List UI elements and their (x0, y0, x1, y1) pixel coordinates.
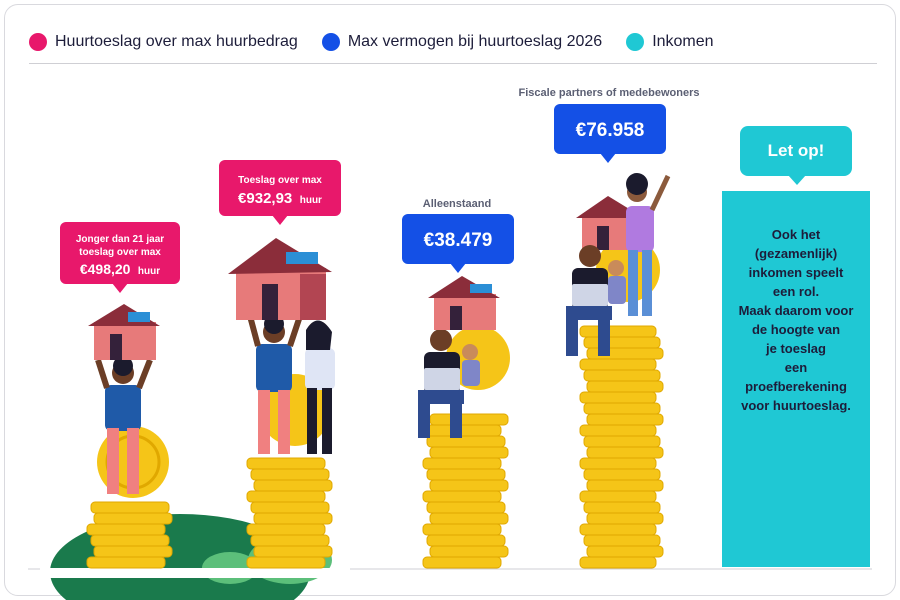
coin (429, 545, 509, 558)
coin (579, 490, 657, 503)
coin-stack-2 (246, 457, 333, 569)
coin (250, 501, 330, 514)
coin (93, 512, 173, 525)
coin (246, 556, 326, 569)
person-young (88, 304, 169, 498)
coin (586, 545, 664, 558)
note-title-bubble: Let op! (740, 126, 852, 176)
coin (246, 457, 326, 470)
coin (429, 512, 509, 525)
house-icon (88, 304, 160, 360)
callout-partners: Fiscale partners of medebewoners €76.958 (519, 87, 700, 163)
coin (583, 435, 661, 448)
coin (583, 468, 661, 481)
callout-partners-label: Fiscale partners of medebewoners (519, 87, 700, 99)
callout-young-unit: huur (138, 266, 160, 277)
note-title-tail (788, 175, 806, 185)
coin (86, 523, 166, 536)
callout-single-amount: €38.479 (424, 230, 493, 251)
coin (579, 358, 657, 371)
legend-label-huurtoeslag: Huurtoeslag over max huurbedrag (55, 33, 298, 50)
coin (579, 391, 657, 404)
coin (579, 325, 657, 338)
coin (586, 446, 664, 459)
coin (86, 556, 166, 569)
coin (426, 435, 506, 448)
legend-label-inkomen: Inkomen (652, 33, 714, 50)
coin (586, 413, 664, 426)
legend-item-huurtoeslag: Huurtoeslag over max huurbedrag (29, 33, 298, 51)
callout-young-amount: €498,20 (80, 261, 131, 277)
coin (250, 468, 330, 481)
callout-single-label: Alleenstaand (423, 198, 491, 210)
coin (579, 424, 657, 437)
note-text: Ook het (gezamenlijk) inkomen speelt een… (738, 227, 854, 413)
coin (90, 534, 170, 547)
house-icon (228, 238, 332, 320)
coin (93, 545, 173, 558)
coin (246, 523, 326, 536)
coin (422, 457, 502, 470)
callout-adult-line1: Toeslag over max (238, 175, 322, 186)
laptop-icon (572, 284, 608, 306)
coin (579, 457, 657, 470)
callout-young-value: €498,20 huur (80, 261, 160, 278)
coin (422, 556, 502, 569)
coin (250, 534, 330, 547)
persons-adult (228, 238, 335, 454)
callout-young-line1: Jonger dan 21 jaar (76, 234, 164, 245)
coin (586, 479, 664, 492)
persons-partners (566, 173, 671, 356)
note-title: Let op! (767, 141, 825, 160)
legend-divider (29, 63, 877, 64)
coin (583, 501, 661, 514)
coin-stack-4 (579, 325, 664, 569)
legend-item-inkomen: Inkomen (626, 33, 714, 51)
coin (90, 501, 170, 514)
coin-stack-3 (422, 413, 509, 569)
laptop-icon (424, 368, 460, 390)
coin (253, 512, 333, 525)
coin (426, 534, 506, 547)
coin (429, 413, 509, 426)
coin-stacks (86, 325, 664, 569)
coin (422, 523, 502, 536)
coin (586, 380, 664, 393)
person-single (418, 276, 510, 438)
legend-item-vermogen: Max vermogen bij huurtoeslag 2026 (321, 33, 603, 51)
coin (586, 512, 664, 525)
coin (253, 479, 333, 492)
coin (583, 369, 661, 382)
coin (426, 468, 506, 481)
callout-adult-amount: €932,93 (238, 190, 292, 207)
callout-partners-amount: €76.958 (576, 120, 645, 141)
coin (422, 490, 502, 503)
coin (583, 336, 661, 349)
coin (429, 479, 509, 492)
coin-stack-1 (86, 501, 173, 569)
callout-adult: Toeslag over max €932,93 huur (219, 160, 341, 225)
callout-young-line2: toeslag over max (79, 247, 161, 258)
callout-young: Jonger dan 21 jaar toeslag over max €498… (60, 222, 180, 293)
coin (583, 402, 661, 415)
legend-dot-teal (626, 33, 645, 51)
note-panel: Ook het (gezamenlijk) inkomen speelt een… (722, 191, 870, 567)
coin (579, 556, 657, 569)
coin (246, 490, 326, 503)
coin (426, 501, 506, 514)
coin (429, 446, 509, 459)
coin (253, 545, 333, 558)
legend-label-vermogen: Max vermogen bij huurtoeslag 2026 (347, 33, 603, 50)
legend-dot-pink (29, 33, 47, 51)
callout-adult-value: €932,93 huur (238, 190, 322, 207)
coin (579, 523, 657, 536)
legend-dot-blue (321, 33, 340, 51)
house-icon (428, 276, 500, 330)
callout-single: Alleenstaand €38.479 (402, 198, 514, 273)
callout-adult-unit: huur (300, 195, 322, 206)
coin (583, 534, 661, 547)
legend: Huurtoeslag over max huurbedrag Max verm… (29, 29, 738, 55)
